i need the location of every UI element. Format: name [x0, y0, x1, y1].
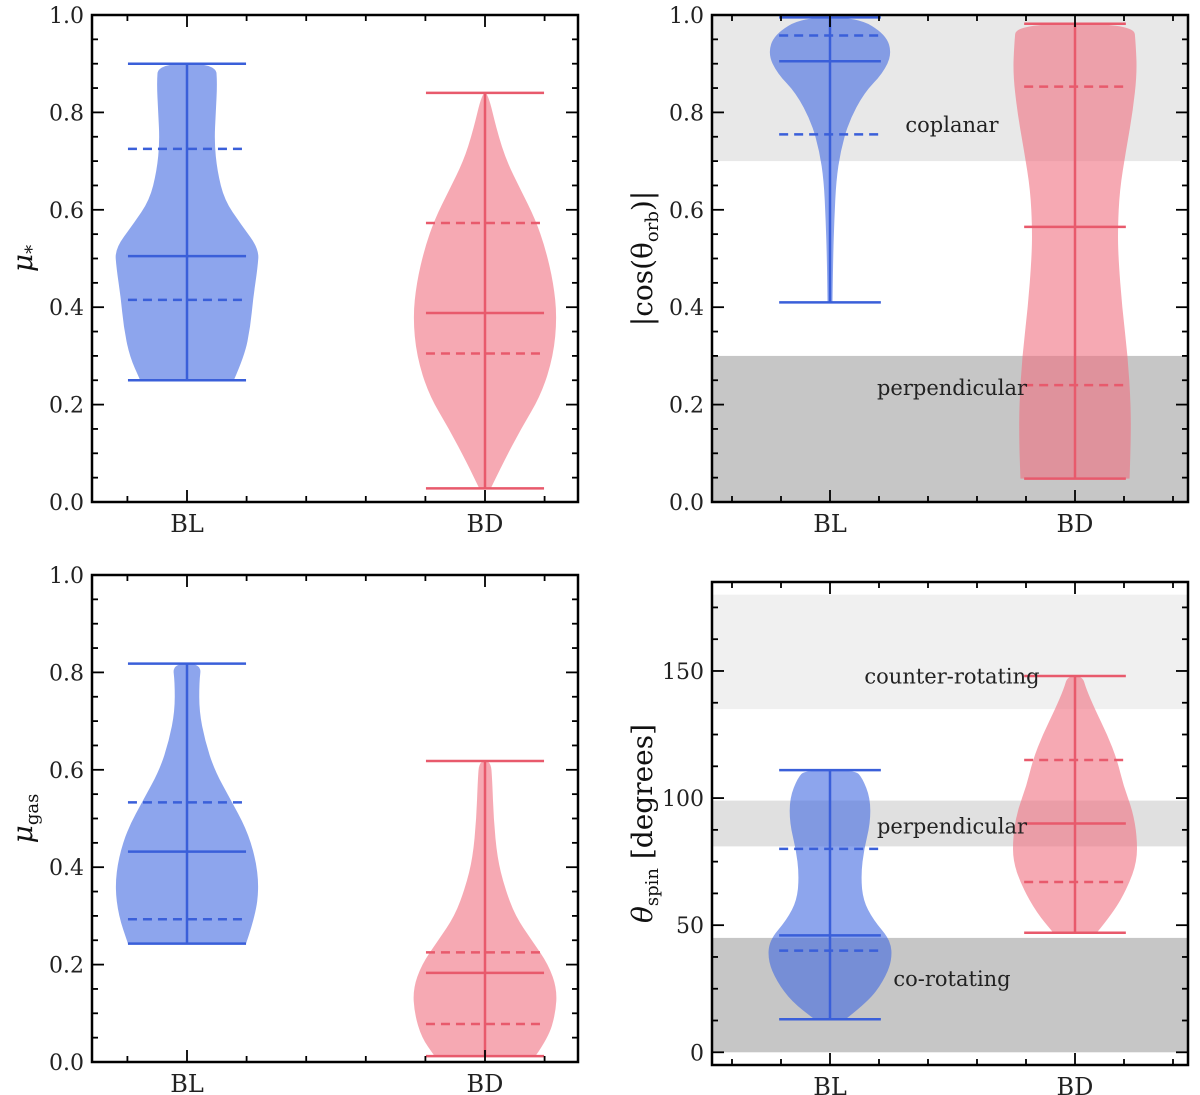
y-tick-label: 0.4	[49, 296, 84, 321]
y-tick-label: 1.0	[669, 4, 704, 29]
y-tick-label: 0.0	[49, 1051, 84, 1076]
y-axis-label: |cos(θorb)|	[626, 191, 663, 326]
y-axis-label: μ*	[6, 245, 43, 272]
y-tick-label: 0.6	[669, 199, 704, 224]
y-tick-label: 1.0	[49, 564, 84, 589]
y-tick-label: 0.8	[49, 101, 84, 126]
y-tick-label: 0.4	[669, 296, 704, 321]
x-category-label: BD	[1057, 1073, 1094, 1095]
y-tick-label: 0.6	[49, 199, 84, 224]
x-category-label: BD	[1057, 510, 1094, 538]
axes-frame	[710, 580, 1190, 1067]
band-label: counter-rotating	[864, 665, 1039, 689]
x-category-label: BL	[813, 510, 847, 538]
panel-1: 0.0 0.2 0.4 0.6 0.8 1.0 BL BD μ*	[6, 4, 580, 538]
y-axis-label: θspin [degrees]	[626, 724, 663, 923]
band-label: perpendicular	[877, 376, 1028, 400]
x-category-label: BD	[467, 1070, 504, 1095]
y-tick-label: 0.8	[669, 101, 704, 126]
y-tick-label: 1.0	[49, 4, 84, 29]
panel-2: coplanar perpendicular 0.0 0.2 0.4 0.6 0.8 1.0 B…	[626, 4, 1190, 538]
y-tick-label: 0.2	[49, 394, 84, 419]
y-tick-label: 0.0	[669, 491, 704, 516]
y-tick-label: 0.6	[49, 759, 84, 784]
band-counter-rotating	[712, 594, 1188, 710]
y-tick-label: 0.2	[669, 394, 704, 419]
band-label: perpendicular	[877, 815, 1028, 839]
band-label: co-rotating	[893, 967, 1010, 991]
y-tick-label: 50	[676, 914, 704, 939]
panel-4: counter-rotating perpendicular co-rotating…	[626, 580, 1190, 1095]
x-category-label: BD	[467, 510, 504, 538]
y-tick-label: 0.0	[49, 491, 84, 516]
x-category-label: BL	[170, 510, 204, 538]
band-label: coplanar	[905, 113, 999, 137]
y-tick-label: 0.2	[49, 954, 84, 979]
y-tick-label: 0.4	[49, 856, 84, 881]
y-tick-label: 0	[690, 1041, 704, 1066]
y-axis-label: μgas	[6, 794, 43, 844]
y-tick-label: 100	[662, 787, 704, 812]
x-category-label: BL	[170, 1070, 204, 1095]
y-tick-label: 0.8	[49, 661, 84, 686]
x-category-label: BL	[813, 1073, 847, 1095]
panel-3: 0.0 0.2 0.4 0.6 0.8 1.0 BL BD μgas	[6, 564, 580, 1095]
y-tick-label: 150	[662, 660, 704, 685]
